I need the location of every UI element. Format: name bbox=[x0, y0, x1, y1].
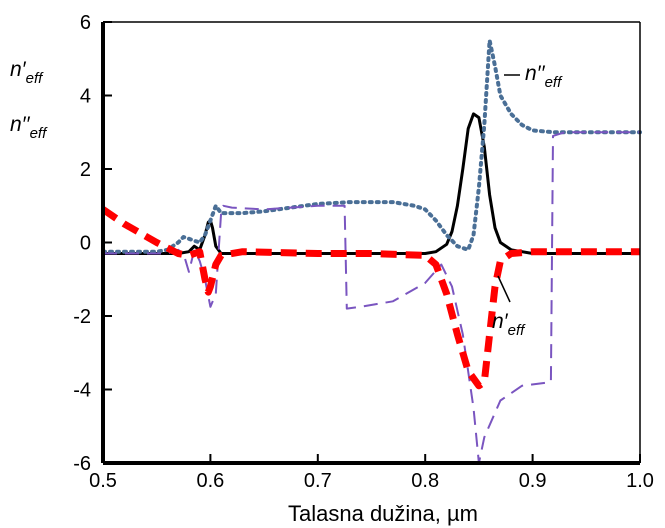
x-tick-label: 0.9 bbox=[519, 470, 547, 492]
y-ticks: -6 -4 -2 0 2 4 6 bbox=[73, 12, 112, 475]
y-axis-label-line-2: n′′eff bbox=[10, 113, 48, 142]
y-tick-label: 0 bbox=[80, 233, 91, 255]
x-tick-label: 0.5 bbox=[89, 470, 117, 492]
annotation-n-prime: n′eff bbox=[492, 275, 526, 339]
x-tick-label: 1.0 bbox=[626, 470, 654, 492]
y-tick-label: 2 bbox=[80, 159, 91, 181]
x-tick-label: 0.6 bbox=[196, 470, 224, 492]
series-line-dashed-purple bbox=[103, 131, 640, 464]
y-axis-label-line-1: n′eff bbox=[10, 58, 44, 87]
y-tick-label: -2 bbox=[73, 306, 91, 328]
annotation-label-n-double-prime: n′′eff bbox=[525, 62, 563, 91]
annotation-leader-n-prime bbox=[497, 275, 511, 303]
annotation-n-double-prime: n′′eff bbox=[504, 62, 563, 91]
series-line-dotted-blue bbox=[101, 38, 642, 254]
series-layer bbox=[101, 38, 642, 464]
series-line-dashed-red bbox=[101, 206, 640, 390]
x-tick-label: 0.7 bbox=[304, 470, 332, 492]
y-tick-label: 4 bbox=[80, 86, 91, 108]
annotation-label-n-prime: n′eff bbox=[492, 310, 526, 339]
y-tick-label: -4 bbox=[73, 380, 91, 402]
x-tick-label: 0.8 bbox=[411, 470, 439, 492]
x-axis-title: Talasna dužina, µm bbox=[288, 501, 478, 526]
series-line-solid-black bbox=[103, 112, 640, 255]
y-tick-label: -6 bbox=[73, 453, 91, 475]
y-tick-label: 6 bbox=[80, 12, 91, 34]
y-axis-label: n′eff n′′eff bbox=[10, 58, 48, 142]
x-ticks: 0.5 0.6 0.7 0.8 0.9 1.0 bbox=[89, 454, 654, 492]
